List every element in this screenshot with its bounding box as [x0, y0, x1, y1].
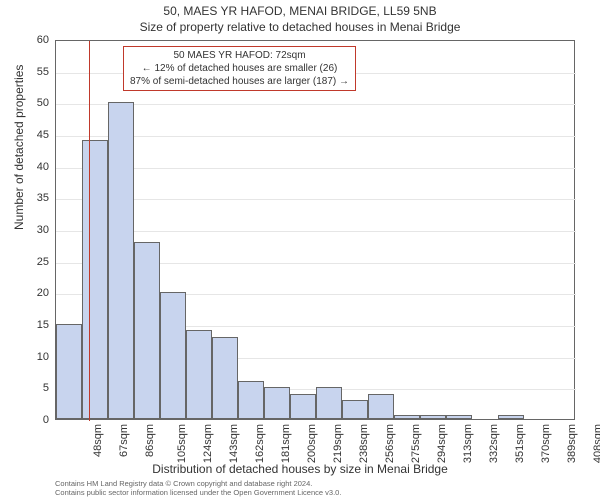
histogram-bar — [316, 387, 342, 419]
xtick-label: 219sqm — [332, 424, 344, 463]
ytick-label: 15 — [19, 319, 49, 331]
ytick-label: 5 — [19, 382, 49, 394]
y-axis-label: Number of detached properties — [12, 65, 26, 230]
histogram-bar — [238, 381, 264, 419]
histogram-bar — [56, 324, 82, 419]
xtick-label: 332sqm — [488, 424, 500, 463]
xtick-label: 389sqm — [566, 424, 578, 463]
histogram-bar — [498, 415, 524, 419]
annotation-line2: ← 12% of detached houses are smaller (26… — [142, 63, 338, 74]
histogram-bar — [264, 387, 290, 419]
histogram-bar — [342, 400, 368, 419]
footer-attribution: Contains HM Land Registry data © Crown c… — [55, 479, 341, 499]
histogram-plot — [55, 40, 575, 420]
xtick-label: 143sqm — [228, 424, 240, 463]
annotation-line3: 87% of semi-detached houses are larger (… — [130, 76, 349, 87]
xtick-label: 351sqm — [514, 424, 526, 463]
histogram-bar — [186, 330, 212, 419]
title-sub: Size of property relative to detached ho… — [0, 20, 600, 34]
title-main: 50, MAES YR HAFOD, MENAI BRIDGE, LL59 5N… — [0, 4, 600, 18]
histogram-bar — [160, 292, 186, 419]
footer-line2: Contains public sector information licen… — [55, 488, 341, 497]
xtick-label: 294sqm — [436, 424, 448, 463]
histogram-bar — [394, 415, 420, 419]
xtick-label: 124sqm — [202, 424, 214, 463]
xtick-label: 370sqm — [540, 424, 552, 463]
property-marker-line — [89, 41, 90, 421]
xtick-label: 48sqm — [92, 424, 104, 457]
footer-line1: Contains HM Land Registry data © Crown c… — [55, 479, 312, 488]
xtick-label: 200sqm — [306, 424, 318, 463]
ytick-label: 20 — [19, 287, 49, 299]
ytick-label: 25 — [19, 256, 49, 268]
ytick-label: 10 — [19, 351, 49, 363]
ytick-label: 60 — [19, 34, 49, 46]
histogram-bar — [446, 415, 472, 419]
histogram-bar — [290, 394, 316, 419]
xtick-label: 86sqm — [144, 424, 156, 457]
ytick-label: 0 — [19, 414, 49, 426]
xtick-label: 256sqm — [384, 424, 396, 463]
xtick-label: 67sqm — [118, 424, 130, 457]
histogram-bar — [212, 337, 238, 419]
xtick-label: 105sqm — [176, 424, 188, 463]
chart-area: 051015202530354045505560 48sqm67sqm86sqm… — [55, 40, 575, 420]
histogram-bar — [82, 140, 108, 419]
histogram-bar — [134, 242, 160, 419]
property-annotation: 50 MAES YR HAFOD: 72sqm ← 12% of detache… — [123, 46, 356, 91]
xtick-label: 313sqm — [462, 424, 474, 463]
xtick-label: 408sqm — [592, 424, 600, 463]
xtick-label: 275sqm — [410, 424, 422, 463]
xtick-label: 181sqm — [280, 424, 292, 463]
xtick-label: 238sqm — [358, 424, 370, 463]
xtick-label: 162sqm — [254, 424, 266, 463]
histogram-bar — [368, 394, 394, 419]
histogram-bar — [420, 415, 446, 419]
histogram-bar — [108, 102, 134, 419]
x-axis-label: Distribution of detached houses by size … — [0, 462, 600, 476]
annotation-line1: 50 MAES YR HAFOD: 72sqm — [173, 50, 305, 61]
